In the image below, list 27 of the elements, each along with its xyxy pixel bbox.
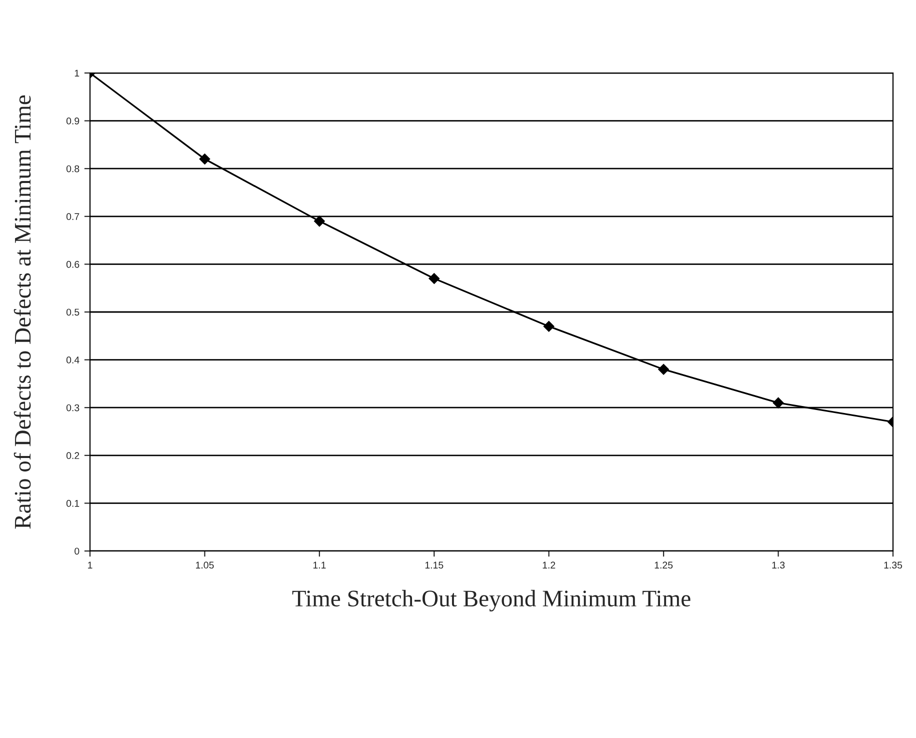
point [314,216,325,227]
x-tick-label: 1.2 [542,562,556,568]
x-tick-label: 1.15 [425,562,444,569]
y-tick-label: 0.3 [66,404,80,412]
x-tick-label: 1.05 [196,562,214,569]
y-tick-label: 0.1 [66,500,80,507]
y-tick-label: 0.2 [66,452,80,460]
point [199,154,210,164]
y-tick-label: 0.4 [66,356,80,364]
x-tick-label: 1 [88,562,92,568]
point [772,397,784,408]
y-axis-title: Ratio of Defects to Defects at Minimum Time [14,95,31,529]
y-tick-label: 1 [74,70,80,77]
y-tick-label: 0.7 [66,213,80,220]
y-tick-label: 0.6 [66,260,80,268]
y-tick-label: 0.9 [66,118,80,124]
x-axis-title: Time Stretch-Out Beyond Minimum Time [292,590,690,612]
point [428,273,440,284]
point [543,320,554,332]
x-tick-label: 1.35 [884,562,902,569]
x-tick-label: 1.3 [772,562,785,569]
y-tick-label: 0.8 [66,165,80,172]
y-tick-label: 0.5 [66,308,80,316]
x-tick-label: 1.1 [313,562,326,568]
point [658,364,669,375]
x-tick-label: 1.25 [654,562,673,569]
y-tick-label: 0 [74,548,80,555]
